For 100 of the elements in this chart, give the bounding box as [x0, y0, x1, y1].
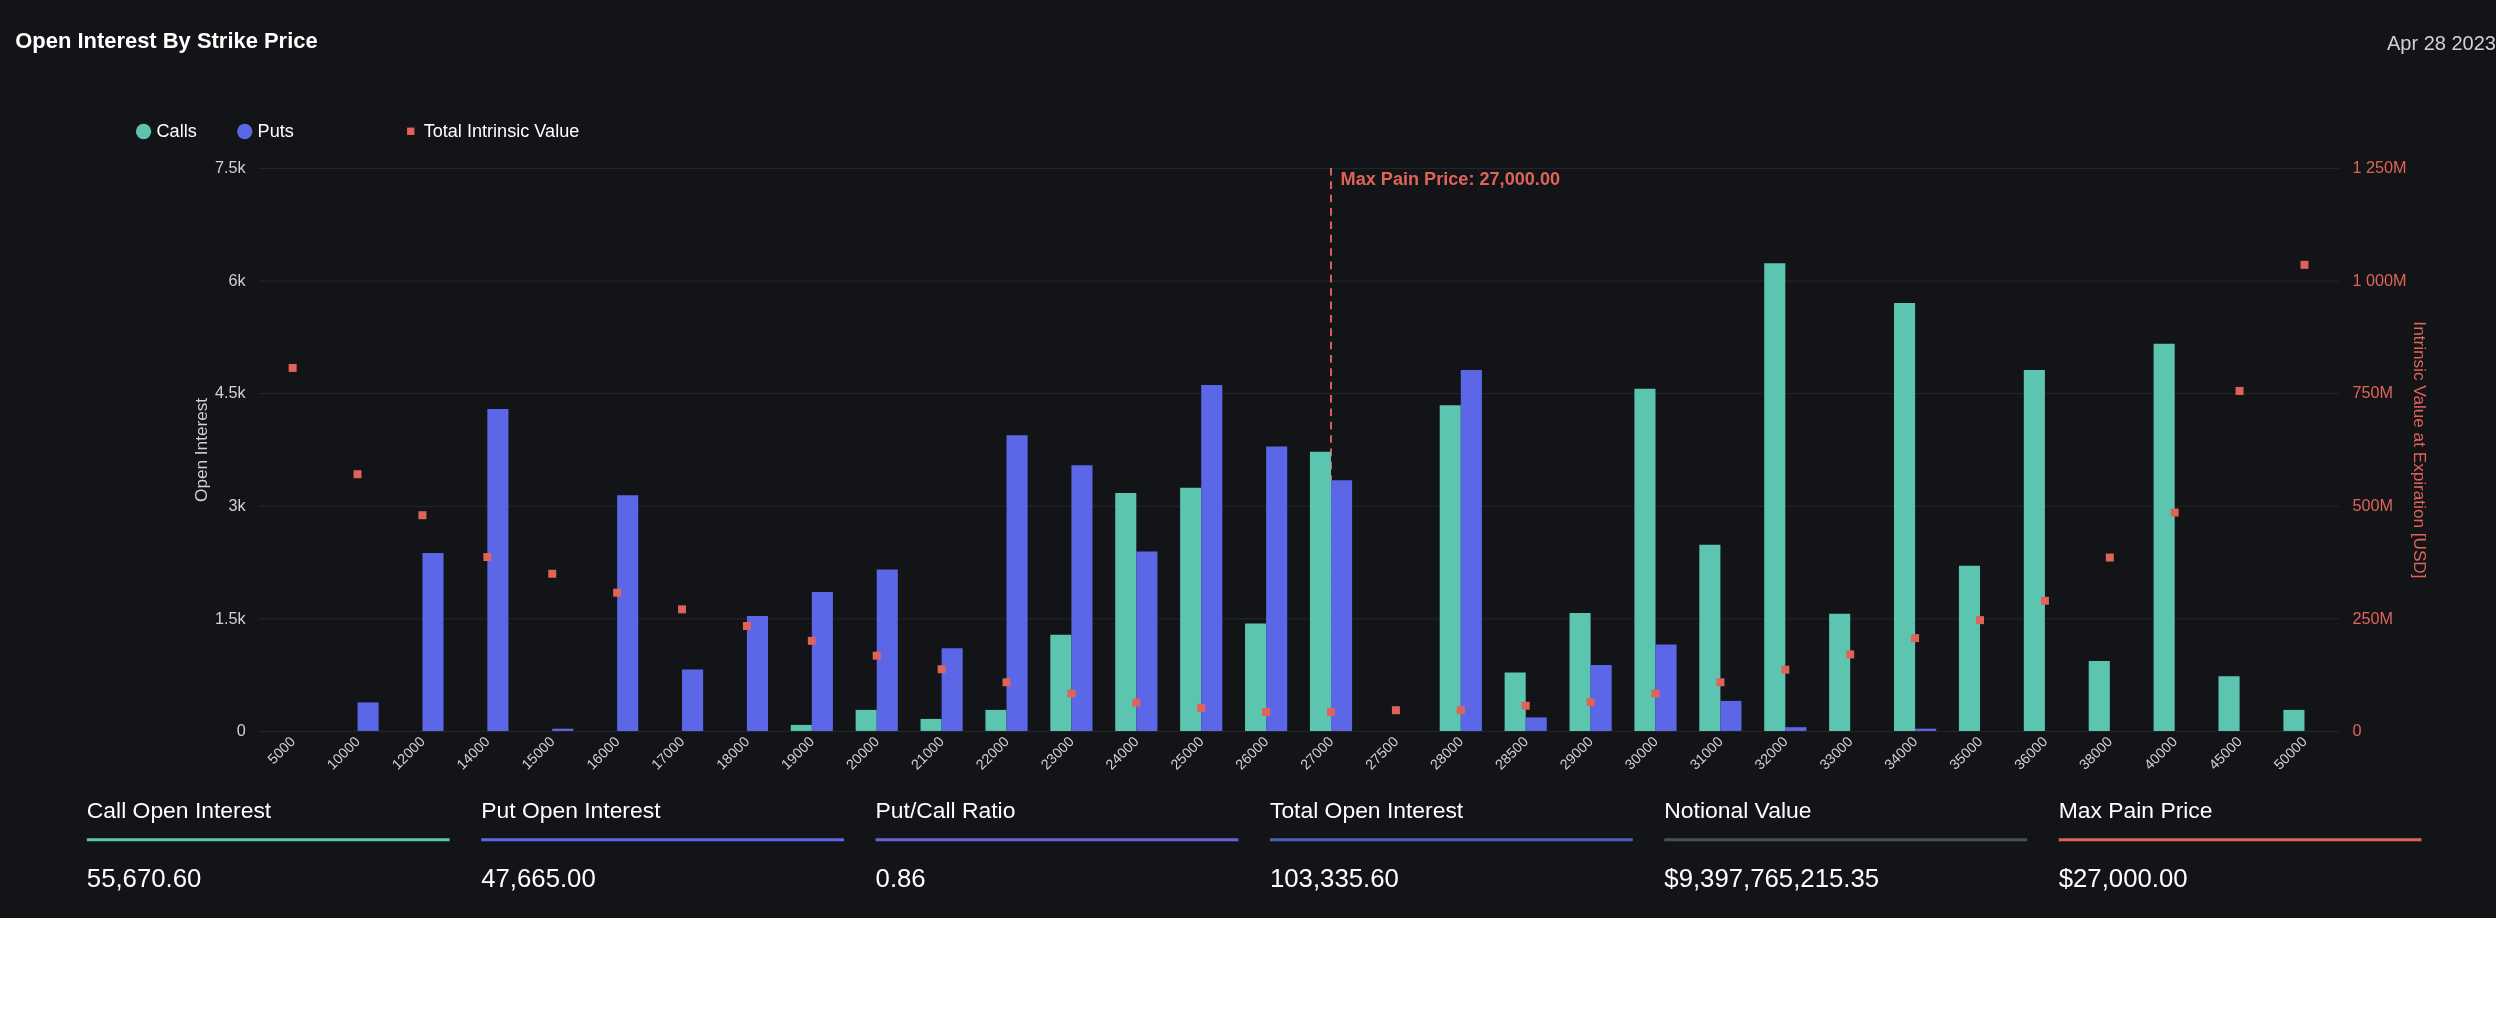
bar — [876, 569, 898, 731]
bar — [1245, 623, 1267, 731]
point — [1911, 634, 1920, 643]
bar — [1655, 644, 1677, 731]
bar — [790, 724, 812, 731]
legend-label: Total Intrinsic Value — [423, 120, 580, 141]
point — [1651, 689, 1660, 698]
y-axis-title: Open Interest — [191, 397, 212, 502]
text: 55,670.60 — [86, 864, 202, 893]
y-tick-label: 6k — [228, 270, 247, 289]
point — [872, 651, 881, 660]
category-label: Max Pain Price — [2058, 796, 2213, 823]
point — [2105, 553, 2114, 562]
y2-axis-title: Intrinsic Value at Expiration [USD] — [2410, 321, 2431, 579]
bar — [1569, 613, 1591, 731]
y2-tick-label: 500M — [2352, 496, 2393, 514]
bar — [985, 709, 1007, 731]
y2-tick-label: 750M — [2352, 383, 2393, 402]
point — [1586, 698, 1595, 707]
bar — [1266, 446, 1288, 731]
bar — [2088, 661, 2110, 731]
point — [483, 553, 492, 562]
text: $9,397,765,215.35 — [1664, 864, 1880, 893]
point — [742, 622, 751, 630]
y2-tick-label: 0 — [2352, 721, 2362, 740]
bar — [1634, 388, 1656, 731]
bar — [1439, 405, 1461, 731]
y-tick-label: 7.5k — [215, 158, 247, 177]
y-tick-label: 0 — [236, 721, 246, 740]
bar — [682, 669, 704, 731]
bar — [2218, 676, 2240, 731]
bar — [1764, 263, 1786, 731]
point — [1327, 708, 1336, 716]
y2-tick-label: 1 000M — [2352, 270, 2407, 289]
point — [1391, 706, 1400, 715]
bar — [1525, 717, 1547, 731]
point — [548, 569, 557, 578]
point — [353, 470, 362, 479]
bar — [1590, 664, 1612, 731]
bar — [1201, 384, 1223, 731]
bar — [1136, 551, 1158, 731]
category-label: Put/Call Ratio — [875, 796, 1016, 823]
bar — [1894, 303, 1916, 731]
bar — [1699, 544, 1721, 731]
point — [2040, 596, 2049, 605]
text: 103,335.60 — [1269, 864, 1399, 893]
point — [678, 605, 687, 614]
bar — [855, 709, 877, 731]
point — [1781, 665, 1790, 674]
bar — [1720, 700, 1742, 731]
text: $27,000.00 — [2058, 864, 2188, 893]
point — [418, 511, 427, 520]
bar — [1331, 480, 1353, 731]
legend-label: Puts — [257, 121, 294, 142]
chart-title: Open Interest By Strike Price — [15, 27, 318, 53]
point — [807, 636, 816, 645]
bar — [1958, 565, 1980, 731]
bar — [1785, 727, 1807, 731]
bar — [920, 718, 942, 731]
bar — [1829, 613, 1851, 731]
bar — [2153, 343, 2175, 731]
bar — [1006, 435, 1028, 731]
text: 47,665.00 — [481, 864, 596, 893]
bar — [746, 616, 769, 731]
point — [1976, 616, 1984, 625]
point — [1716, 678, 1725, 687]
y2-tick-label: 1 250M — [2352, 158, 2407, 177]
point — [1521, 701, 1530, 710]
bar — [617, 495, 639, 731]
bar — [1071, 465, 1093, 731]
point — [613, 588, 622, 597]
ref-line-label: Max Pain Price: 27,000.00 — [1340, 169, 1561, 190]
point — [1197, 703, 1206, 712]
point — [2235, 386, 2244, 395]
y-tick-label: 3k — [228, 496, 247, 514]
point — [1067, 689, 1076, 698]
category-label: Notional Value — [1664, 796, 1812, 823]
category-label: Call Open Interest — [86, 796, 272, 823]
y2-tick-label: 250M — [2352, 608, 2393, 627]
category-label: Put Open Interest — [481, 796, 662, 823]
bar — [357, 702, 379, 731]
point — [1132, 698, 1141, 707]
bar — [1115, 492, 1137, 731]
bar — [422, 553, 444, 731]
y-tick-label: 1.5k — [215, 608, 247, 627]
bar — [1309, 451, 1332, 731]
point — [1846, 650, 1855, 659]
bar — [1180, 487, 1202, 731]
bar — [2283, 709, 2305, 731]
point — [1456, 706, 1465, 715]
bar — [941, 648, 963, 731]
bar — [1050, 634, 1072, 731]
legend-label: Calls — [156, 121, 197, 142]
category-label: Total Open Interest — [1269, 796, 1464, 823]
bar — [1504, 672, 1526, 731]
point — [1262, 708, 1271, 716]
point — [1002, 678, 1011, 687]
bar — [487, 408, 509, 731]
point — [937, 665, 946, 674]
y-tick-label: 4.5k — [215, 383, 247, 402]
